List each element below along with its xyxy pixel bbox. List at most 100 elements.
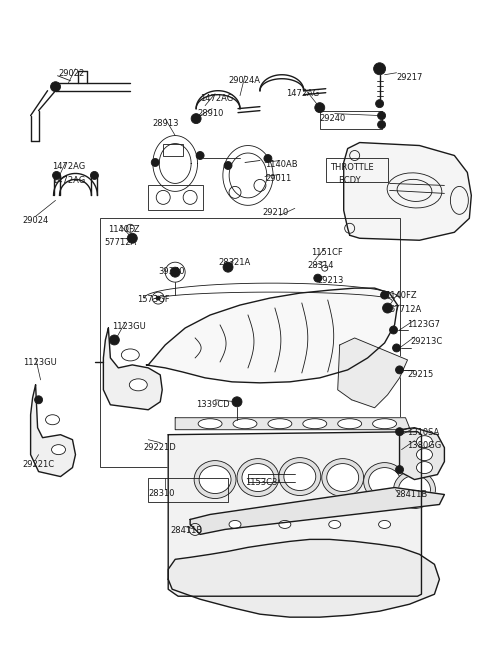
Bar	[100, 218, 399, 466]
Circle shape	[223, 262, 233, 272]
Text: 1123GU: 1123GU	[112, 322, 146, 331]
Ellipse shape	[417, 462, 432, 474]
Circle shape	[396, 366, 404, 374]
Circle shape	[127, 233, 137, 243]
Circle shape	[381, 291, 389, 299]
Polygon shape	[399, 428, 444, 480]
Circle shape	[50, 81, 60, 92]
Circle shape	[378, 121, 385, 129]
Text: 29024: 29024	[23, 216, 49, 225]
Circle shape	[196, 152, 204, 160]
Ellipse shape	[279, 520, 291, 528]
Ellipse shape	[369, 468, 400, 495]
Text: 1140FZ: 1140FZ	[108, 225, 140, 235]
Ellipse shape	[394, 470, 435, 509]
Circle shape	[170, 267, 180, 277]
Ellipse shape	[237, 459, 279, 497]
Ellipse shape	[379, 520, 391, 528]
Circle shape	[314, 274, 322, 282]
Text: 57712A: 57712A	[104, 238, 137, 247]
Text: 1153C3: 1153C3	[245, 478, 277, 487]
Ellipse shape	[303, 419, 327, 429]
Circle shape	[373, 63, 385, 75]
Circle shape	[315, 102, 325, 112]
Circle shape	[35, 396, 43, 404]
Bar	[326, 158, 387, 183]
Ellipse shape	[417, 449, 432, 461]
Bar	[163, 143, 183, 156]
Polygon shape	[31, 385, 75, 476]
Ellipse shape	[194, 461, 236, 499]
Text: 1380GG: 1380GG	[408, 441, 442, 449]
Text: 1140FZ: 1140FZ	[385, 291, 417, 300]
Ellipse shape	[199, 466, 231, 493]
Text: 29213: 29213	[318, 276, 344, 285]
Text: 29221C: 29221C	[23, 460, 55, 468]
Ellipse shape	[279, 458, 321, 495]
Ellipse shape	[417, 436, 432, 447]
Text: 29221D: 29221D	[144, 443, 176, 451]
Ellipse shape	[51, 445, 65, 455]
Text: 1339CD: 1339CD	[196, 400, 230, 409]
Text: 29022: 29022	[59, 69, 85, 78]
Text: 1472AG: 1472AG	[52, 177, 86, 185]
Circle shape	[393, 344, 400, 352]
Ellipse shape	[229, 520, 241, 528]
Ellipse shape	[284, 463, 316, 491]
Text: 28913: 28913	[152, 119, 179, 127]
Polygon shape	[190, 487, 444, 534]
Ellipse shape	[327, 464, 359, 491]
Circle shape	[396, 466, 404, 474]
Ellipse shape	[398, 476, 431, 503]
Polygon shape	[103, 328, 162, 410]
Ellipse shape	[198, 419, 222, 429]
Text: 29011: 29011	[265, 175, 291, 183]
Polygon shape	[168, 539, 439, 617]
Text: 1123GU: 1123GU	[23, 358, 56, 367]
Text: 29024A: 29024A	[228, 76, 260, 85]
Ellipse shape	[364, 364, 385, 376]
Circle shape	[191, 114, 201, 124]
Text: 28910: 28910	[197, 108, 224, 118]
Ellipse shape	[233, 419, 257, 429]
Text: 1151CF: 1151CF	[311, 248, 343, 258]
Text: 1472AG: 1472AG	[286, 89, 319, 98]
Text: BCDY: BCDY	[338, 177, 360, 185]
Text: 29210: 29210	[262, 208, 288, 217]
Ellipse shape	[46, 415, 60, 424]
Circle shape	[156, 296, 160, 300]
Ellipse shape	[329, 520, 341, 528]
Text: 1472AG: 1472AG	[200, 94, 233, 102]
Ellipse shape	[268, 419, 292, 429]
Bar	[148, 185, 203, 210]
Text: 1123G7: 1123G7	[408, 320, 441, 329]
Ellipse shape	[338, 419, 361, 429]
Bar	[320, 110, 382, 129]
Ellipse shape	[357, 376, 379, 389]
Text: 1310SA: 1310SA	[408, 428, 440, 437]
Polygon shape	[338, 338, 408, 408]
Ellipse shape	[242, 464, 274, 491]
Text: 28321A: 28321A	[218, 258, 250, 267]
Polygon shape	[168, 432, 421, 596]
Ellipse shape	[349, 389, 371, 401]
Circle shape	[264, 154, 272, 162]
Circle shape	[376, 100, 384, 108]
Ellipse shape	[322, 459, 364, 497]
Polygon shape	[344, 143, 471, 240]
Text: 1573GF: 1573GF	[137, 295, 170, 304]
Circle shape	[52, 171, 60, 179]
Polygon shape	[146, 288, 397, 383]
Circle shape	[390, 326, 397, 334]
Circle shape	[109, 335, 120, 345]
Ellipse shape	[121, 349, 139, 361]
Text: 28314: 28314	[308, 261, 334, 270]
Ellipse shape	[372, 419, 396, 429]
Circle shape	[396, 428, 404, 436]
Text: 29240: 29240	[320, 114, 346, 123]
Circle shape	[232, 397, 242, 407]
Text: 29217: 29217	[396, 73, 423, 81]
Polygon shape	[175, 418, 409, 430]
Text: 29215: 29215	[408, 370, 434, 379]
Bar	[148, 478, 228, 503]
